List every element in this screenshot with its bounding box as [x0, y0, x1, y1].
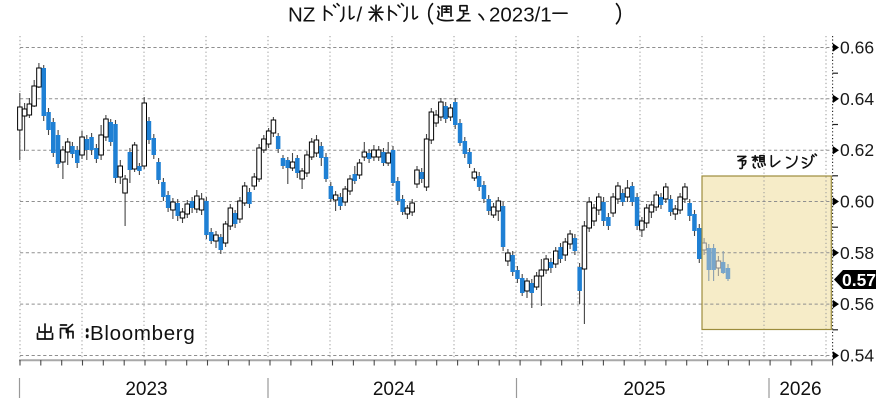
- svg-text:0.56: 0.56: [840, 294, 874, 314]
- svg-text:0.57: 0.57: [842, 270, 876, 290]
- svg-text:0.62: 0.62: [840, 140, 874, 160]
- svg-text:2023/1: 2023/1: [489, 4, 552, 27]
- svg-text:0.66: 0.66: [840, 38, 874, 58]
- svg-text:Bloomberg: Bloomberg: [90, 322, 195, 345]
- svg-text:0.54: 0.54: [840, 346, 874, 366]
- svg-text:0.60: 0.60: [840, 192, 874, 212]
- svg-text:0.64: 0.64: [840, 89, 874, 109]
- svg-text:/: /: [357, 4, 363, 27]
- svg-text:0.58: 0.58: [840, 243, 874, 263]
- svg-text:2023: 2023: [125, 379, 167, 400]
- svg-text:NZ: NZ: [288, 4, 315, 27]
- svg-text:2026: 2026: [779, 379, 821, 400]
- svg-text:2025: 2025: [623, 379, 665, 400]
- svg-text:2024: 2024: [373, 379, 416, 400]
